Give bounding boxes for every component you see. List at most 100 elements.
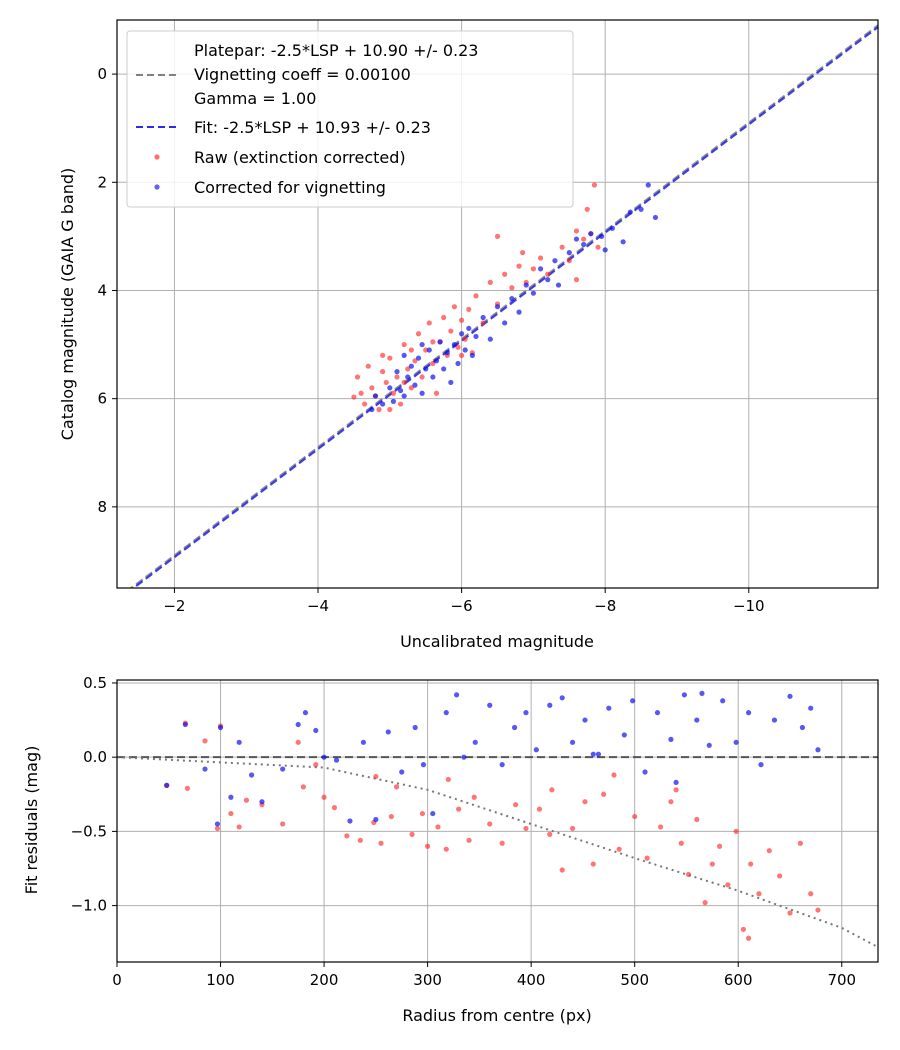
top-corrected-point — [462, 347, 468, 353]
bottom-corrected-point — [280, 766, 286, 772]
bottom-corrected-point — [654, 710, 661, 716]
top-raw-point — [494, 233, 501, 239]
bottom-corrected-point — [443, 710, 449, 716]
top-raw-point — [415, 331, 422, 337]
legend: Platepar: -2.5*LSP + 10.90 +/- 0.23 Vign… — [126, 30, 574, 208]
bottom-corrected-point — [454, 692, 460, 698]
bottom-raw-point — [787, 910, 793, 916]
top-raw-point — [480, 320, 486, 326]
top-corrected-point — [419, 390, 425, 396]
bottom-corrected-point — [347, 818, 353, 824]
bottom-corrected-point — [217, 724, 224, 731]
bottom-corrected-point — [699, 690, 705, 696]
bottom-x-tick-label: 500 — [620, 971, 649, 989]
top-raw-point — [520, 250, 526, 256]
bottom-raw-point — [716, 843, 723, 849]
bottom-corrected-point — [228, 794, 234, 800]
top-corrected-point — [530, 290, 536, 296]
top-corrected-points — [369, 182, 659, 413]
top-corrected-point — [390, 398, 397, 404]
top-raw-point — [387, 406, 393, 413]
top-raw-point — [573, 228, 580, 234]
top-raw-point — [394, 374, 400, 380]
bottom-raw-point — [321, 794, 327, 800]
bottom-raw-point — [733, 828, 739, 834]
top-corrected-point — [537, 266, 544, 272]
top-corrected-point — [405, 374, 411, 380]
top-corrected-point — [598, 233, 605, 239]
bottom-x-tick-label: 200 — [310, 971, 339, 989]
top-y-tick-label: 2 — [97, 173, 107, 191]
top-raw-point — [358, 390, 364, 396]
bottom-raw-point — [499, 840, 505, 846]
bottom-corrected-point — [399, 769, 405, 775]
bottom-x-tick-label: 400 — [517, 971, 546, 989]
bottom-raw-point — [632, 813, 638, 820]
bottom-raw-point — [657, 824, 664, 830]
top-raw-point — [405, 366, 411, 372]
bottom-corrected-point — [472, 739, 478, 745]
top-raw-point — [362, 401, 368, 407]
bottom-y-tick-label: −1.0 — [71, 897, 107, 915]
bottom-x-tick-label: 100 — [206, 971, 235, 989]
top-corrected-point — [387, 385, 393, 391]
top-corrected-point — [444, 350, 450, 356]
bottom-corrected-point — [373, 816, 379, 823]
bottom-corrected-point — [569, 739, 576, 745]
top-corrected-point — [516, 309, 522, 315]
top-corrected-point — [509, 295, 515, 302]
top-corrected-point — [652, 214, 659, 221]
top-ticks: −2 −4 −6 −8 −10 0 2 4 6 8 — [97, 65, 764, 615]
bottom-raw-point — [419, 810, 426, 817]
top-raw-point — [441, 314, 447, 321]
bottom-raw-point — [748, 861, 754, 867]
bottom-corrected-point — [259, 799, 265, 805]
top-corrected-point — [588, 231, 594, 237]
bottom-corrected-point — [420, 762, 427, 768]
bottom-corrected-points — [164, 690, 821, 827]
top-corrected-point — [523, 282, 529, 288]
bottom-raw-point — [678, 840, 684, 846]
bottom-grid — [116, 680, 878, 962]
top-raw-point — [459, 317, 465, 323]
bottom-corrected-point — [559, 695, 565, 701]
bottom-raw-point — [393, 784, 400, 790]
bottom-raw-point — [616, 846, 622, 852]
top-raw-point — [502, 271, 508, 277]
top-raw-point — [448, 328, 454, 334]
bottom-raw-point — [569, 825, 576, 832]
top-corrected-point — [430, 374, 436, 380]
bottom-raw-point — [331, 805, 338, 811]
top-raw-point — [419, 374, 425, 380]
bottom-corrected-point — [360, 739, 367, 745]
top-raw-point — [408, 347, 414, 353]
bottom-raw-point — [673, 787, 679, 793]
top-raw-point — [591, 182, 598, 188]
top-raw-point — [581, 236, 587, 242]
bottom-corrected-point — [787, 693, 793, 699]
bottom-corrected-point — [182, 721, 188, 728]
top-corrected-point — [473, 333, 479, 340]
bottom-raw-point — [745, 935, 752, 941]
bottom-corrected-point — [385, 729, 391, 735]
bottom-corrected-point — [302, 710, 309, 716]
top-fit-line — [131, 26, 878, 588]
top-raw-point — [369, 385, 375, 391]
bottom-raw-point — [797, 840, 803, 846]
bottom-raw-point — [808, 891, 814, 897]
top-corrected-point — [645, 182, 651, 188]
top-x-tick-label: −4 — [307, 597, 329, 615]
top-corrected-point — [423, 366, 429, 372]
bottom-raw-point — [709, 861, 715, 867]
bottom-raw-point — [388, 813, 394, 820]
top-corrected-point — [494, 304, 501, 310]
top-corrected-point — [437, 339, 443, 345]
bottom-plot-frame — [116, 679, 879, 963]
top-corrected-point — [455, 360, 461, 367]
bottom-raw-point — [815, 907, 821, 913]
bottom-raw-point — [536, 806, 543, 812]
top-raw-point — [430, 339, 436, 345]
top-raw-point — [380, 369, 386, 375]
bottom-raw-point — [523, 825, 529, 832]
